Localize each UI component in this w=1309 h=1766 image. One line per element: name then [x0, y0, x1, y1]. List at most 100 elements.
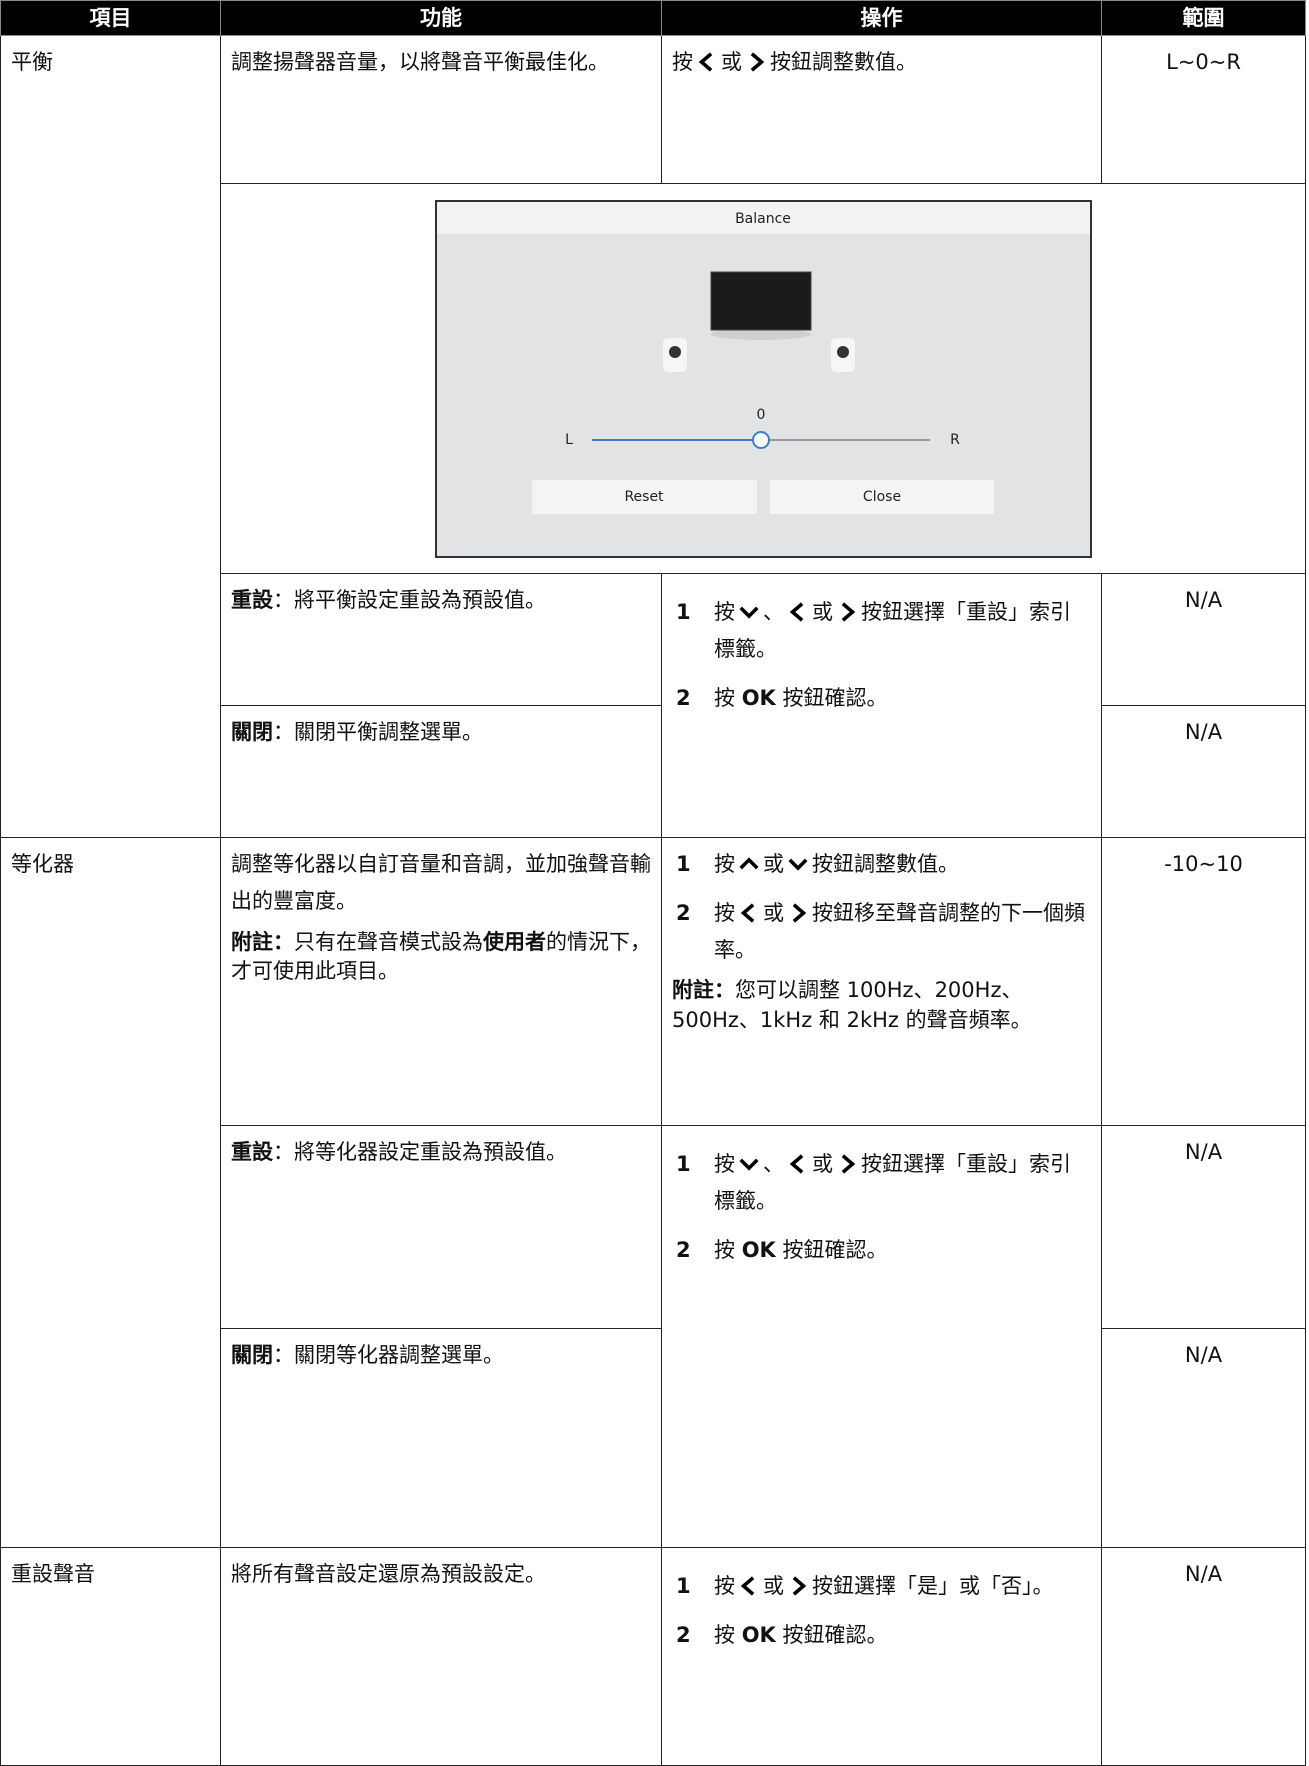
function: 重設：將等化器設定重設為預設值。 [220, 1125, 662, 1329]
key: OK [741, 685, 776, 710]
icon-stroke [750, 52, 765, 72]
layout: 等化器 調整等化器以自訂音量和音調，並加強聲音輸出的豐富度。 附註：只有在聲音模… [0, 837, 1306, 1548]
text: 您可以調整 100Hz、200Hz、500Hz、1kHz 和 2kHz 的聲音頻… [672, 978, 1032, 1032]
speaker-cone [668, 345, 681, 358]
bold: 使用者 [483, 929, 546, 954]
layout: 按 或 按鈕調整數值。 [714, 846, 1091, 883]
down-icon [739, 606, 759, 619]
layout: 1 按 、 或按鈕選擇「重設」索引標籤。 [672, 594, 1091, 668]
layout: 按 OK 按鈕確認。 [714, 1617, 1091, 1654]
function: 將所有聲音設定還原為預設設定。 [220, 1547, 662, 1766]
operation: 按 或 按鈕調整數值。 [661, 35, 1102, 184]
right-icon [750, 52, 765, 72]
key: OK [741, 1622, 776, 1647]
text: 按鈕確認。 [782, 1237, 888, 1262]
icon-stroke [740, 1576, 755, 1596]
reset-label: Reset [624, 489, 664, 505]
right-icon [792, 903, 807, 923]
layout: 按 、 或按鈕選擇「重設」索引標籤。 [714, 594, 1091, 668]
left-icon [740, 903, 755, 923]
close-button [769, 479, 994, 514]
balance-dialog: Balance 0 L R Reset Close [434, 199, 1092, 558]
icon-stroke [788, 858, 808, 871]
item: 重設聲音 [0, 1547, 221, 1766]
function: 調整揚聲器音量，以將聲音平衡最佳化。 [220, 35, 662, 184]
left-icon [789, 602, 804, 622]
text: 或 [812, 600, 833, 624]
layout: 按 OK 按鈕確認。 [714, 1232, 1091, 1269]
function: 關閉：關閉等化器調整選單。 [220, 1328, 662, 1548]
function: 關閉：關閉平衡調整選單。 [220, 705, 662, 838]
range: N/A [1101, 573, 1306, 706]
text: 按 [714, 900, 735, 925]
function: 重設：將平衡設定重設為預設值。 [220, 573, 662, 706]
text: 按鈕調整數值。 [770, 50, 917, 74]
text: 只有在聲音模式設為 [294, 929, 483, 954]
text: 按 [714, 600, 735, 624]
slider-right: R [950, 432, 960, 448]
layout: 1 按 或 按鈕選擇「是」或「否」。 [672, 1568, 1091, 1605]
left-icon [740, 1576, 755, 1596]
operation: 1 按或按鈕調整數值。 2 按或按鈕移至聲音調整的下一個頻率。 附註：您可以調整 1… [661, 837, 1102, 1126]
text: 或 [812, 1152, 833, 1176]
key: OK [741, 1237, 776, 1262]
text: 按鈕選擇「重設」索引標籤。 [714, 600, 1071, 661]
layout: 按 或按鈕移至聲音調整的下一個頻率。 [714, 895, 1091, 969]
range: N/A [1101, 1328, 1306, 1548]
reset-button [531, 479, 757, 514]
step-number: 1 [676, 1574, 691, 1598]
slider-knob [751, 430, 770, 449]
icon-stroke [739, 1158, 759, 1171]
text: 或 [763, 900, 784, 925]
icon-stroke [739, 857, 759, 870]
title-bar [436, 201, 1090, 234]
layout: 附註：只有在聲音模式設為使用者的情況下，才可使用此項目。 [231, 928, 651, 987]
slider-value: 0 [756, 407, 765, 423]
tv-shadow [710, 327, 811, 340]
range: N/A [1101, 705, 1306, 838]
header: 操作 [661, 0, 1102, 36]
layout: 按 、 或按鈕選擇「重設」索引標籤。 [714, 1146, 1091, 1220]
text: 按 [714, 1622, 735, 1647]
layout: 1 按 或 按鈕調整數值。 [672, 846, 1091, 883]
range: L~0~R [1101, 35, 1306, 184]
slider-left: L [565, 432, 573, 448]
text: 按鈕選擇「重設」索引標籤。 [714, 1152, 1071, 1213]
icon-stroke [841, 1154, 856, 1174]
step-number: 2 [676, 1622, 691, 1647]
right-icon [841, 1154, 856, 1174]
function: 調整等化器以自訂音量和音調，並加強聲音輸出的豐富度。 附註：只有在聲音模式設為使… [220, 837, 662, 1126]
layout: 附註：您可以調整 100Hz、200Hz、500Hz、1kHz 和 2kHz 的… [672, 976, 1052, 1035]
icon-stroke [789, 1154, 804, 1174]
text: 或 [721, 50, 742, 74]
text: 按鈕移至聲音調整的下一個頻率。 [714, 900, 1085, 962]
layout: 關閉：關閉等化器調整選單。 N/A [1, 1328, 1306, 1548]
header: 項目 [0, 0, 221, 36]
text: ：將平衡設定重設為預設值。 [273, 588, 546, 612]
text: 、 [763, 600, 784, 624]
layout: 按 OK 按鈕確認。 [714, 680, 1091, 717]
layout: 2 按 或按鈕移至聲音調整的下一個頻率。 [672, 895, 1091, 969]
text: 的情況下，才可使用此項目。 [231, 929, 651, 983]
text: 或 [763, 1574, 784, 1598]
text: 按 [714, 1152, 735, 1176]
range: -10~10 [1101, 837, 1306, 1126]
layout: 項目 功能 操作 範圍 [0, 0, 1306, 36]
up-icon [739, 857, 759, 870]
icon-stroke [792, 903, 807, 923]
label: 附註： [672, 978, 735, 1003]
layout: 平衡 調整揚聲器音量，以將聲音平衡最佳化。 按或按鈕調整數值。 L~0~R [0, 35, 1306, 838]
screenshot-cell: Balance 0 L R Reset Close [220, 183, 1306, 574]
speaker-cone [836, 345, 849, 358]
text: 按鈕調整數值。 [812, 852, 959, 876]
layout: 關閉：關閉平衡調整選單。 N/A [1, 705, 1306, 838]
text: 按鈕確認。 [782, 685, 888, 710]
tv [710, 271, 811, 330]
